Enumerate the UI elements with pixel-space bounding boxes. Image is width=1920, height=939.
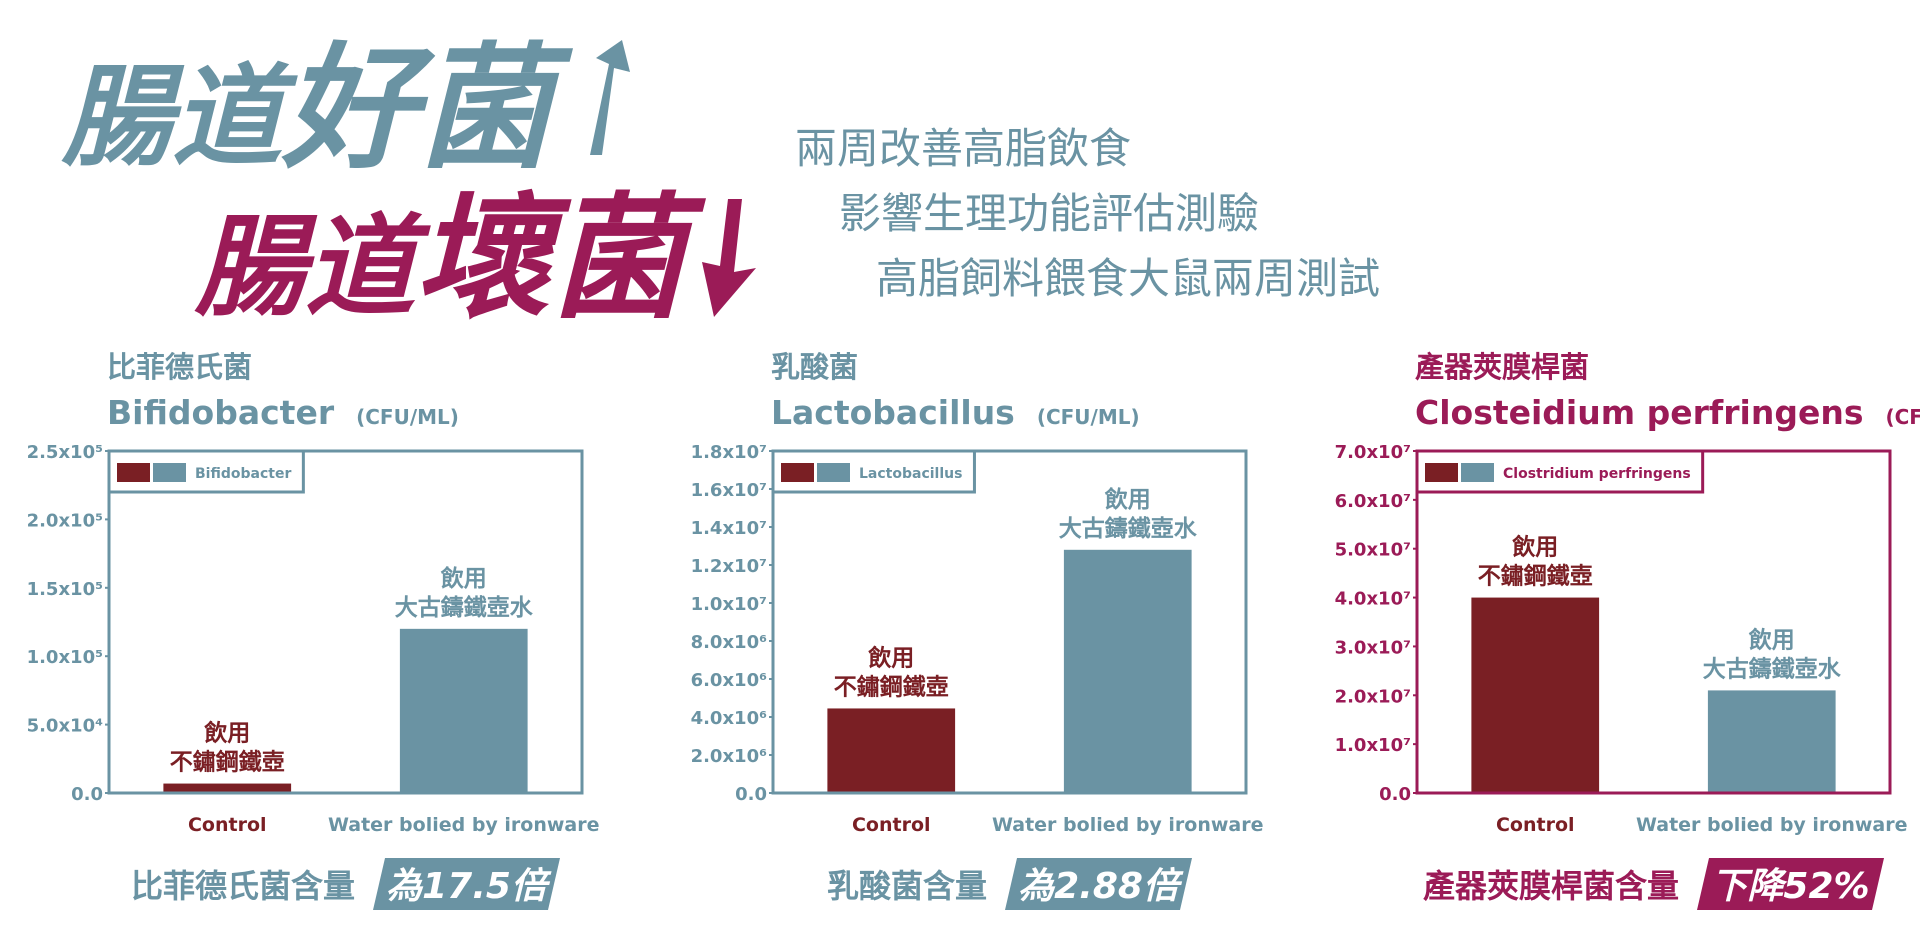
bar-label: 不鏽鋼鐵壺	[834, 673, 949, 700]
legend-label: Clostridium perfringens	[1503, 466, 1691, 482]
x-tick-label: Water bolied by ironware	[1636, 814, 1908, 836]
y-tick-label: 0.0	[71, 784, 103, 805]
chart-subtitle: Lactobacillus	[771, 393, 1015, 432]
y-tick-label: 4.0x10⁶	[691, 708, 768, 729]
y-tick-label: 0.0	[1379, 784, 1411, 805]
chart-title: 產器莢膜桿菌	[1415, 350, 1589, 384]
legend-swatch	[117, 463, 150, 482]
headline-emphasis: 壞菌	[415, 180, 707, 337]
y-tick-label: 2.5x10⁵	[27, 442, 103, 463]
y-tick-label: 2.0x10⁵	[27, 510, 103, 531]
highlight-box	[373, 858, 561, 910]
chart-subtitle: Bifidobacter	[107, 393, 335, 432]
headline-good: 腸道好菌	[61, 30, 574, 187]
y-tick-label: 5.0x10⁴	[27, 716, 104, 737]
unit-label: (CFU/ML)	[356, 405, 459, 429]
up-arrow	[590, 40, 630, 155]
bar-label: 飲用	[440, 565, 487, 592]
y-tick-label: 1.0x10⁷	[1335, 735, 1411, 756]
footer-text: 產器莢膜桿菌含量	[1423, 867, 1679, 905]
bar	[1707, 690, 1836, 793]
y-tick-label: 1.8x10⁷	[691, 442, 767, 463]
footer-text: 乳酸菌含量	[827, 867, 987, 905]
headline-bad: 腸道壞菌	[194, 180, 707, 337]
bar-label: 不鏽鋼鐵壺	[1478, 563, 1593, 590]
legend-swatch	[1461, 463, 1494, 482]
plot-frame	[771, 449, 1248, 795]
y-tick-label: 7.0x10⁷	[1335, 442, 1411, 463]
y-tick-label: 8.0x10⁶	[691, 632, 768, 653]
bar-label: 不鏽鋼鐵壺	[170, 749, 285, 776]
legend-label: Lactobacillus	[859, 466, 962, 482]
y-tick-label: 6.0x10⁶	[691, 670, 768, 691]
plot-frame	[107, 449, 584, 795]
subtitle-line: 高脂飼料餵食大鼠兩周測試	[876, 254, 1380, 303]
legend-swatch	[153, 463, 186, 482]
footer-highlight: 為2.88倍	[1018, 866, 1184, 907]
legend-box	[107, 449, 305, 494]
bar	[827, 708, 956, 793]
legend-swatch	[781, 463, 814, 482]
x-tick-label: Control	[852, 814, 931, 836]
bar-label: 飲用	[1748, 626, 1795, 653]
highlight-box	[1005, 858, 1193, 910]
unit-label: (CFU/ML)	[1885, 405, 1920, 429]
y-tick-label: 6.0x10⁷	[1335, 491, 1411, 512]
footer-text: 比菲德氏菌含量	[131, 867, 355, 905]
unit-label: (CFU/ML)	[1037, 405, 1140, 429]
y-tick-label: 4.0x10⁷	[1335, 589, 1411, 610]
y-tick-label: 2.0x10⁶	[691, 746, 768, 767]
footer-highlight: 下降52%	[1711, 866, 1869, 907]
headline-prefix: 腸道	[194, 203, 431, 331]
bar-label: 飲用	[867, 644, 914, 671]
x-tick-label: Water bolied by ironware	[992, 814, 1264, 836]
legend-swatch	[817, 463, 850, 482]
y-tick-label: 0.0	[735, 784, 767, 805]
subtitle-line: 兩周改善高脂飲食	[795, 124, 1131, 173]
y-tick-label: 1.0x10⁷	[691, 594, 767, 615]
chart-title: 乳酸菌	[771, 350, 858, 384]
bar-label: 飲用	[203, 720, 250, 747]
y-tick-label: 1.0x10⁵	[27, 647, 103, 668]
bar	[399, 628, 528, 793]
y-tick-label: 1.6x10⁷	[691, 480, 767, 501]
bar-label: 飲用	[1104, 486, 1151, 513]
y-tick-label: 2.0x10⁷	[1335, 686, 1411, 707]
bar-label: 飲用	[1511, 534, 1558, 561]
bar	[1063, 549, 1192, 793]
highlight-box	[1697, 858, 1885, 910]
legend-label: Bifidobacter	[195, 466, 291, 482]
y-tick-label: 1.5x10⁵	[27, 579, 103, 600]
bar	[163, 783, 292, 793]
chart-subtitle: Closteidium perfringens	[1415, 393, 1863, 432]
y-tick-label: 1.4x10⁷	[691, 518, 767, 539]
y-tick-label: 3.0x10⁷	[1335, 637, 1411, 658]
chart-title: 比菲德氏菌	[107, 350, 252, 384]
headline-prefix: 腸道	[61, 53, 298, 181]
legend-swatch	[1425, 463, 1458, 482]
footer-highlight: 為17.5倍	[386, 866, 552, 907]
x-tick-label: Control	[188, 814, 267, 836]
bar-label: 大古鑄鐵壺水	[1059, 515, 1198, 542]
headline-emphasis: 好菌	[281, 30, 574, 187]
y-tick-label: 1.2x10⁷	[691, 556, 767, 577]
down-arrow	[702, 199, 756, 317]
x-tick-label: Water bolied by ironware	[328, 814, 600, 836]
x-tick-label: Control	[1496, 814, 1575, 836]
y-tick-label: 5.0x10⁷	[1335, 540, 1411, 561]
subtitle-line: 影響生理功能評估測驗	[839, 189, 1259, 238]
bar-label: 大古鑄鐵壺水	[1703, 655, 1842, 682]
bar-label: 大古鑄鐵壺水	[395, 594, 534, 621]
bar	[1471, 597, 1600, 793]
